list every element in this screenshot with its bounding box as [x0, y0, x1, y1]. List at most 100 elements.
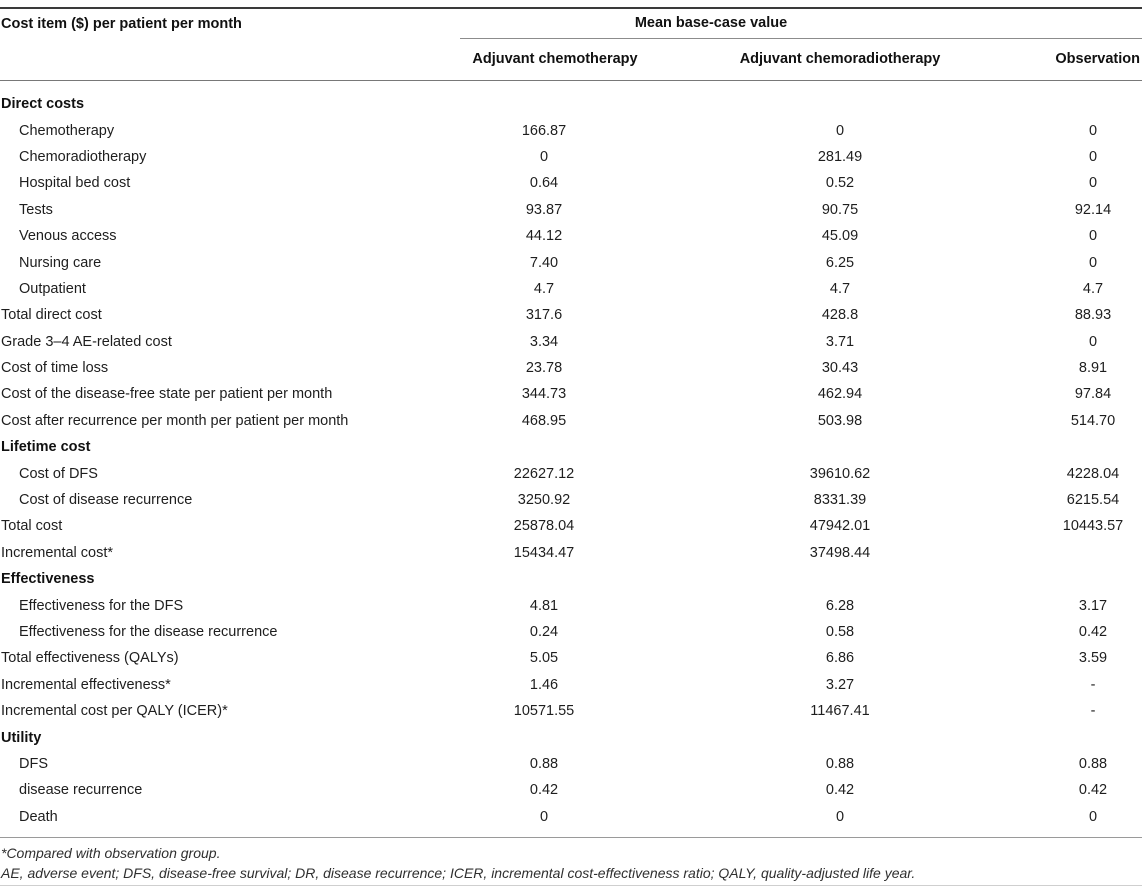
- cell-value: 5.05: [529, 650, 559, 667]
- table-row: Cost of the disease-free state per patie…: [0, 381, 1142, 407]
- row-label: Chemoradiotherapy: [19, 148, 147, 165]
- row-label: Hospital bed cost: [19, 175, 131, 192]
- cell-value: [650, 566, 1030, 592]
- cell-value: 25878.04: [513, 518, 575, 535]
- cell-value: 22627.12: [513, 465, 575, 482]
- cell-value: 503.98: [817, 412, 863, 429]
- table-footnotes: *Compared with observation group. AE, ad…: [0, 838, 1142, 886]
- table-row: Chemoradiotherapy 0 281.49 0: [0, 144, 1142, 170]
- base-case-table: Cost item ($) per patient per month Mean…: [0, 7, 1142, 838]
- column-header-cost-item: Cost item ($) per patient per month: [0, 8, 460, 81]
- row-label: Lifetime cost: [1, 439, 91, 456]
- cell-value: 0: [1088, 808, 1098, 825]
- row-label: Cost after recurrence per month per pati…: [1, 412, 349, 429]
- cell-value: 0: [539, 808, 549, 825]
- row-label: DFS: [19, 755, 48, 772]
- row-label: Death: [19, 808, 58, 825]
- table-row: Chemotherapy 166.87 0 0: [0, 117, 1142, 143]
- cell-value: 6.86: [825, 650, 855, 667]
- row-label: Nursing care: [19, 254, 102, 271]
- row-label: Effectiveness: [1, 571, 95, 588]
- cell-value: 88.93: [1074, 307, 1112, 324]
- table-row: Cost of disease recurrence 3250.92 8331.39…: [0, 487, 1142, 513]
- cell-value: -: [1090, 676, 1096, 693]
- cell-value: 39610.62: [809, 465, 871, 482]
- cell-value: 0: [1088, 333, 1098, 350]
- cell-value: [1030, 434, 1142, 460]
- cell-value: 0.42: [1078, 624, 1108, 640]
- cell-value: 15434.47: [513, 544, 575, 561]
- cell-value: 45.09: [821, 228, 859, 245]
- table-row: Direct costs: [0, 81, 1142, 118]
- row-label: Incremental effectiveness*: [1, 676, 171, 693]
- table-row: DFS 0.88 0.88 0.88: [0, 751, 1142, 777]
- cell-value: 3250.92: [517, 492, 571, 509]
- cell-value: [1030, 724, 1142, 750]
- row-label: Incremental cost*: [1, 544, 114, 561]
- cell-value: 3.34: [529, 333, 559, 350]
- cell-value: 0.88: [1078, 755, 1108, 772]
- row-label: Cost of DFS: [19, 465, 98, 482]
- footnote-abbreviations: AE, adverse event; DFS, disease-free sur…: [1, 865, 916, 882]
- row-label: Effectiveness for the disease recurrence: [19, 624, 278, 640]
- column-group-header-mean-base-case: Mean base-case value: [460, 8, 1142, 39]
- table-row: Hospital bed cost 0.64 0.52 0: [0, 170, 1142, 196]
- cell-value: 428.8: [821, 307, 859, 324]
- cell-value: 0: [1088, 254, 1098, 271]
- cell-value: 166.87: [521, 122, 567, 139]
- table-row: Total cost 25878.04 47942.01 10443.57: [0, 513, 1142, 539]
- table-row: Cost of time loss 23.78 30.43 8.91: [0, 355, 1142, 381]
- cell-value: [650, 724, 1030, 750]
- cell-value: -: [1090, 703, 1096, 720]
- cell-value: [650, 81, 1030, 118]
- cell-value: 3.71: [825, 333, 855, 350]
- cell-value: 0: [539, 148, 549, 165]
- cell-value: [1030, 81, 1142, 118]
- row-label: Total cost: [1, 518, 63, 535]
- table-row: Effectiveness for the disease recurrence…: [0, 619, 1142, 645]
- cell-value: 4.7: [829, 280, 851, 297]
- cell-value: 10443.57: [1062, 518, 1124, 535]
- table-row: disease recurrence 0.42 0.42 0.42: [0, 777, 1142, 803]
- row-label: Outpatient: [19, 280, 86, 297]
- cell-value: 0.58: [825, 624, 855, 640]
- cell-value: 0.64: [529, 175, 559, 192]
- cell-value: 0: [1088, 175, 1098, 192]
- cell-value: 10571.55: [513, 703, 575, 720]
- cell-value: 4.81: [529, 597, 559, 614]
- table-header: Cost item ($) per patient per month Mean…: [0, 8, 1142, 81]
- row-label: disease recurrence: [19, 782, 143, 799]
- table-row: Effectiveness: [0, 566, 1142, 592]
- cell-value: 468.95: [521, 412, 567, 429]
- column-header-adjuvant-chemoradiotherapy: Adjuvant chemoradiotherapy: [650, 38, 1030, 81]
- row-label: Cost of time loss: [1, 360, 109, 377]
- row-label: Direct costs: [1, 96, 85, 113]
- cell-value: 0.42: [529, 782, 559, 799]
- column-header-adjuvant-chemotherapy: Adjuvant chemotherapy: [460, 38, 650, 81]
- cell-value: 0: [1088, 148, 1098, 165]
- cell-value: 3.59: [1078, 650, 1108, 667]
- table-row: Grade 3–4 AE-related cost 3.34 3.71 0: [0, 329, 1142, 355]
- table-row: Cost of DFS 22627.12 39610.62 4228.04: [0, 460, 1142, 486]
- table-row: Outpatient 4.7 4.7 4.7: [0, 276, 1142, 302]
- row-label: Grade 3–4 AE-related cost: [1, 333, 172, 350]
- cell-value: 4.7: [533, 280, 555, 297]
- cell-value: [460, 81, 650, 118]
- cell-value: 0: [1088, 122, 1098, 139]
- table-row: Effectiveness for the DFS 4.81 6.28 3.17: [0, 592, 1142, 618]
- cell-value: 514.70: [1070, 412, 1116, 429]
- cell-value: 90.75: [821, 201, 859, 218]
- cell-value: 0.42: [825, 782, 855, 799]
- cell-value: 3.27: [825, 676, 855, 693]
- table-row: Tests 93.87 90.75 92.14: [0, 197, 1142, 223]
- table-row: Nursing care 7.40 6.25 0: [0, 249, 1142, 275]
- column-header-observation: Observation: [1030, 38, 1142, 81]
- cell-value: 6215.54: [1066, 492, 1120, 509]
- cell-value: 4228.04: [1066, 465, 1120, 482]
- table-row: Incremental cost per QALY (ICER)* 10571.5…: [0, 698, 1142, 724]
- cell-value: 0: [835, 808, 845, 825]
- cell-value: 1.46: [529, 676, 559, 693]
- cell-value: 317.6: [525, 307, 563, 324]
- cell-value: 30.43: [821, 360, 859, 377]
